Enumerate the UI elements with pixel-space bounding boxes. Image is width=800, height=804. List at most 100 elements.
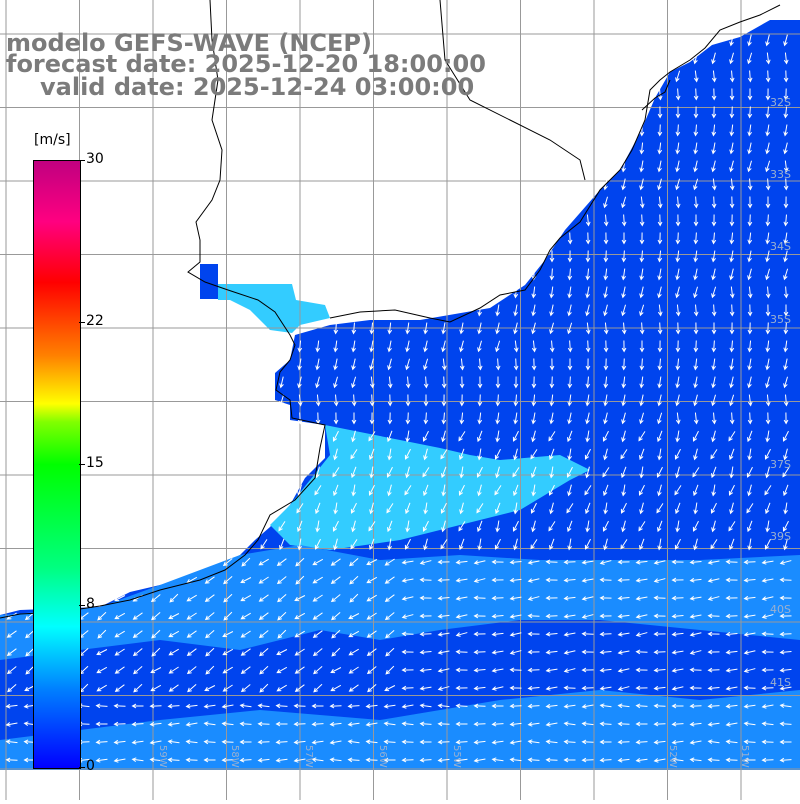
wind-arrow bbox=[581, 631, 594, 637]
wind-arrow bbox=[653, 613, 666, 619]
wind-arrow bbox=[477, 376, 483, 389]
wind-arrow bbox=[5, 739, 18, 745]
wind-arrow bbox=[422, 520, 429, 532]
wind-arrow bbox=[204, 594, 215, 602]
lon-label: 52W bbox=[667, 745, 678, 768]
wind-arrow bbox=[603, 376, 609, 389]
wind-arrow bbox=[657, 448, 662, 461]
wind-arrow bbox=[473, 758, 486, 763]
wind-arrow bbox=[401, 578, 414, 583]
wind-arrow bbox=[296, 503, 304, 514]
colorbar-tick-mark bbox=[79, 463, 85, 465]
wind-arrow bbox=[783, 448, 788, 461]
wind-arrow bbox=[404, 485, 412, 496]
wind-arrow bbox=[707, 703, 720, 709]
wind-arrow bbox=[495, 340, 501, 353]
wind-arrow bbox=[779, 595, 792, 601]
wind-arrow bbox=[440, 502, 447, 514]
wind-arrow bbox=[783, 286, 789, 299]
wind-arrow bbox=[567, 376, 573, 389]
wind-arrow bbox=[783, 340, 789, 353]
ocean-shelf-area bbox=[270, 425, 590, 550]
wind-arrow bbox=[599, 667, 612, 673]
wind-arrow bbox=[494, 538, 501, 550]
wind-arrow bbox=[729, 124, 735, 137]
wind-arrow bbox=[599, 649, 612, 655]
wind-arrow bbox=[419, 686, 432, 691]
lon-label: 51W bbox=[739, 745, 750, 768]
wind-arrow bbox=[711, 106, 717, 119]
wind-arrow bbox=[297, 538, 302, 551]
wind-arrow bbox=[639, 358, 645, 371]
wind-arrow bbox=[203, 721, 216, 727]
wind-arrow bbox=[729, 358, 734, 371]
wind-arrow bbox=[419, 667, 432, 673]
wind-arrow bbox=[275, 757, 288, 763]
wind-arrow bbox=[765, 34, 770, 47]
wind-arrow bbox=[675, 322, 681, 335]
wind-arrow bbox=[567, 250, 573, 263]
wind-arrow bbox=[584, 485, 592, 496]
wind-arrow bbox=[674, 448, 681, 460]
wind-arrow bbox=[387, 484, 392, 497]
wind-arrow bbox=[491, 631, 504, 637]
wind-arrow bbox=[348, 684, 359, 692]
wind-arrow bbox=[437, 686, 450, 691]
wind-arrow bbox=[527, 685, 540, 691]
wind-arrow bbox=[689, 703, 702, 709]
wind-arrow bbox=[476, 503, 484, 514]
wind-arrow bbox=[386, 503, 394, 514]
wind-arrow bbox=[441, 430, 446, 443]
wind-arrow bbox=[585, 430, 590, 443]
wind-arrow bbox=[314, 538, 321, 550]
wind-arrow bbox=[476, 466, 483, 478]
wind-arrow bbox=[473, 578, 486, 583]
wind-arrow bbox=[563, 595, 576, 601]
wind-arrow bbox=[707, 613, 720, 619]
wind-arrow bbox=[509, 632, 522, 637]
wind-arrow bbox=[693, 70, 699, 83]
wind-arrow bbox=[369, 466, 374, 479]
lat-label: 32S bbox=[770, 96, 791, 109]
wind-arrow bbox=[765, 376, 770, 389]
lon-label: 55W bbox=[451, 745, 462, 768]
wind-arrow bbox=[473, 613, 486, 619]
wind-arrow bbox=[167, 757, 180, 763]
wind-arrow bbox=[603, 448, 608, 461]
wind-arrow bbox=[186, 594, 197, 602]
wind-arrow bbox=[257, 703, 270, 709]
wind-arrow bbox=[711, 340, 717, 353]
wind-arrow bbox=[350, 539, 358, 550]
wind-arrow bbox=[707, 685, 720, 691]
wind-arrow bbox=[653, 649, 666, 655]
wind-arrow bbox=[401, 614, 414, 619]
wind-arrow bbox=[383, 757, 396, 763]
wind-arrow bbox=[531, 394, 537, 407]
wind-arrow bbox=[419, 721, 432, 727]
wind-arrow bbox=[293, 739, 306, 745]
wind-arrow bbox=[747, 484, 752, 497]
wind-arrow bbox=[113, 703, 126, 709]
wind-arrow bbox=[671, 686, 684, 691]
wind-arrow bbox=[333, 538, 338, 551]
wind-arrow bbox=[603, 268, 609, 281]
wind-arrow bbox=[257, 757, 270, 763]
wind-arrow bbox=[621, 340, 627, 353]
wind-arrow bbox=[585, 502, 591, 515]
wind-arrow bbox=[675, 268, 680, 281]
wind-arrow bbox=[674, 485, 682, 496]
wind-arrow bbox=[455, 632, 468, 637]
wind-arrow bbox=[387, 412, 393, 425]
wind-arrow bbox=[401, 685, 414, 691]
wind-arrow bbox=[385, 630, 395, 639]
wind-arrow bbox=[149, 740, 162, 745]
wind-arrow bbox=[765, 304, 771, 317]
wind-arrow bbox=[747, 160, 752, 173]
wind-arrow bbox=[765, 268, 770, 281]
wind-arrow bbox=[747, 106, 753, 119]
wind-arrow bbox=[729, 304, 735, 317]
colorbar-tick-label: 8 bbox=[86, 596, 95, 613]
wind-arrow bbox=[437, 632, 450, 637]
wind-arrow bbox=[599, 739, 612, 745]
